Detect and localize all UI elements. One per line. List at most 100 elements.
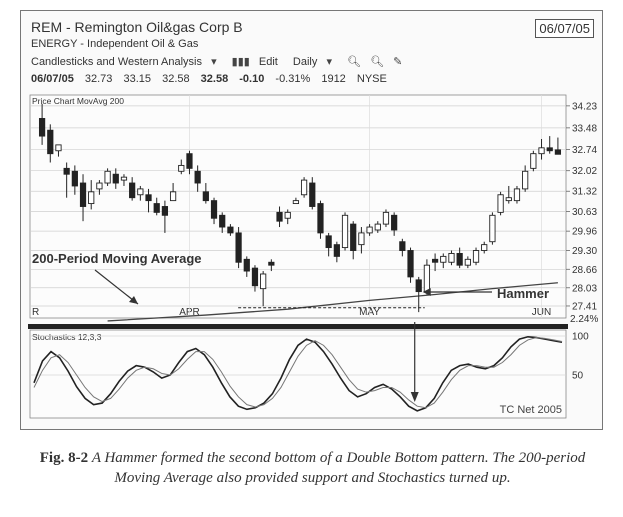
- stochastics-tick-label: 100: [572, 332, 589, 343]
- candle-body: [505, 197, 512, 202]
- candle-body: [554, 149, 562, 155]
- chart-style-dropdown[interactable]: Candlesticks and Western Analysis ▾: [31, 56, 223, 68]
- zoom-out-icon[interactable]: 🔍︎: [370, 56, 385, 68]
- candle-body: [186, 153, 193, 169]
- candle-body: [300, 179, 308, 196]
- candle-body: [423, 264, 431, 293]
- candle-body: [219, 214, 226, 228]
- candle-body: [104, 170, 111, 184]
- candle-body: [55, 144, 62, 152]
- candle-body: [284, 211, 291, 219]
- figure-label: Fig. 8-2: [39, 450, 89, 466]
- candle-body: [145, 194, 152, 202]
- candle-body: [366, 226, 373, 234]
- price-axis-extra-label: 2.24%: [570, 314, 598, 325]
- date-box[interactable]: 06/07/05: [535, 19, 594, 38]
- period-label: Daily: [292, 56, 318, 68]
- bar-chart-icon: ▮▮▮: [231, 56, 250, 68]
- candle-body: [350, 223, 357, 251]
- candle-body: [317, 203, 324, 234]
- candle-body: [112, 173, 119, 184]
- pencil-icon[interactable]: ✎: [393, 56, 403, 68]
- candle-body: [431, 258, 439, 263]
- quote-close: 32.58: [200, 73, 229, 85]
- moving-average-arrow: [94, 269, 139, 305]
- price-tick-label: 32.74: [572, 145, 597, 156]
- price-tick-label: 32.02: [572, 166, 597, 177]
- candle-body: [464, 258, 471, 266]
- x-axis-label: R: [32, 307, 39, 318]
- moving-average-annotation: 200-Period Moving Average: [32, 251, 202, 266]
- candle-body: [448, 252, 455, 263]
- candle-body: [538, 147, 545, 155]
- candle-body: [292, 200, 300, 205]
- candle-body: [178, 164, 185, 172]
- moving-average-line: [107, 282, 558, 322]
- price-tick-label: 29.96: [572, 227, 597, 238]
- stochastics-title: Stochastics 12,3,3: [32, 332, 102, 342]
- caption-text: A Hammer formed the second bottom of a D…: [91, 450, 586, 486]
- figure-caption: Fig. 8-2 A Hammer formed the second bott…: [30, 448, 595, 488]
- candle-body: [407, 250, 414, 278]
- price-tick-label: 28.03: [572, 283, 597, 294]
- quote-open: 32.73: [84, 73, 113, 85]
- price-panel: [29, 94, 567, 319]
- price-tick-label: 34.23: [572, 101, 597, 112]
- zoom-in-icon[interactable]: 🔍︎: [347, 56, 361, 68]
- toolbar: Candlesticks and Western Analysis ▾ ▮▮▮ …: [31, 55, 408, 68]
- panel-divider: [28, 324, 568, 329]
- stochastics-d-line: [33, 337, 563, 409]
- hammer-arrowhead: [422, 288, 431, 296]
- candle-body: [333, 244, 340, 257]
- price-tick-label: 27.41: [572, 301, 597, 312]
- candle-body: [513, 188, 521, 202]
- candle-body: [546, 147, 553, 152]
- chart-canvas: Price Chart MovAvg 200 34.23 33.48 32.74 32.…: [28, 94, 598, 419]
- quote-high: 33.15: [123, 73, 152, 85]
- candle-body: [227, 226, 234, 234]
- candle-body: [489, 214, 496, 243]
- stochastics-tick-label: 50: [572, 371, 584, 382]
- candle-body: [341, 214, 349, 249]
- quote-date: 06/07/05: [31, 73, 74, 85]
- chevron-down-icon: ▾: [326, 56, 332, 68]
- candle-body: [251, 267, 259, 287]
- candle-body: [382, 211, 390, 225]
- quote-exchange: NYSE: [356, 73, 387, 85]
- price-tick-label: 29.30: [572, 246, 597, 257]
- chevron-down-icon: ▾: [211, 56, 217, 68]
- candle-body: [358, 232, 365, 246]
- candle-body: [161, 206, 169, 216]
- candle-body: [153, 203, 160, 213]
- candle-body: [268, 261, 275, 266]
- edit-label: Edit: [258, 56, 278, 68]
- quote-line: 06/07/05 32.73 33.15 32.58 32.58 -0.10 -…: [31, 73, 395, 85]
- quote-change-pct: -0.31%: [275, 73, 311, 85]
- stochastics-panel: [29, 329, 567, 419]
- candle-body: [472, 250, 480, 263]
- candle-body: [325, 235, 332, 249]
- candle-body: [522, 170, 529, 190]
- candle-body: [235, 232, 242, 263]
- price-tick-label: 31.32: [572, 187, 597, 198]
- candle-body: [38, 118, 46, 137]
- candle-body: [120, 176, 128, 181]
- edit-button[interactable]: ▮▮▮ Edit: [232, 56, 284, 68]
- candle-body: [309, 182, 316, 207]
- candle-body: [129, 182, 136, 199]
- price-panel-title: Price Chart MovAvg 200: [32, 96, 124, 106]
- candle-body: [243, 258, 250, 272]
- candle-body: [276, 211, 283, 222]
- period-dropdown[interactable]: Daily ▾: [293, 56, 338, 68]
- candle-body: [79, 182, 87, 207]
- candle-body: [497, 194, 504, 213]
- chart-style-label: Candlesticks and Western Analysis: [31, 56, 202, 68]
- price-tick-label: 28.66: [572, 265, 597, 276]
- candle-body: [96, 182, 103, 190]
- price-tick-label: 30.63: [572, 207, 597, 218]
- candle-body: [391, 214, 398, 231]
- candle-body: [440, 255, 447, 263]
- quote-change: -0.10: [239, 73, 265, 85]
- candle-body: [202, 191, 209, 202]
- candle-body: [47, 129, 54, 155]
